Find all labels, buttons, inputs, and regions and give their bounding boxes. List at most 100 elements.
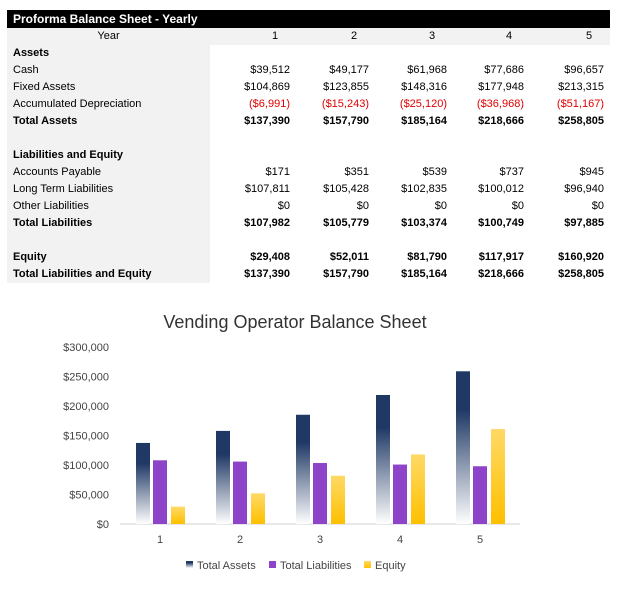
table-title: Proforma Balance Sheet - Yearly bbox=[7, 10, 610, 28]
row-label: Liabilities and Equity bbox=[13, 149, 124, 161]
row-label: Cash bbox=[13, 64, 39, 76]
year-header: 2 bbox=[350, 30, 358, 42]
bar-equity bbox=[411, 454, 425, 524]
row-label: Accumulated Depreciation bbox=[13, 98, 142, 110]
bar-total-liabilities bbox=[153, 460, 167, 524]
row-label: Assets bbox=[13, 47, 50, 59]
cell-value: $97,885 bbox=[564, 217, 604, 229]
table-row: Accumulated Depreciation ($6,991) ($15,243… bbox=[7, 96, 610, 113]
y-tick-label: $150,000 bbox=[63, 431, 109, 443]
bar-total-liabilities bbox=[233, 461, 247, 524]
cell-value: $177,948 bbox=[478, 81, 524, 93]
year-label: Year bbox=[97, 30, 120, 42]
year-header-row: Year 1 2 3 4 5 bbox=[7, 28, 610, 45]
bar-total-assets bbox=[216, 430, 230, 524]
table-row: Total Liabilities $107,982 $105,779 $103,37… bbox=[7, 215, 610, 232]
bar-total-assets bbox=[136, 442, 150, 524]
row-label: Equity bbox=[13, 251, 47, 263]
row-label: Fixed Assets bbox=[13, 81, 76, 93]
cell-value: $218,666 bbox=[478, 115, 524, 127]
cell-value: $737 bbox=[499, 166, 524, 178]
y-tick-label: $0 bbox=[97, 519, 109, 531]
table-row: Total Liabilities and Equity $137,390 $157… bbox=[7, 266, 610, 283]
cell-value: $107,811 bbox=[244, 183, 290, 195]
bar-equity bbox=[331, 475, 345, 524]
cell-value: $52,011 bbox=[329, 251, 369, 263]
cell-value: ($36,968) bbox=[476, 98, 524, 110]
cell-value: $0 bbox=[434, 200, 447, 212]
y-tick-label: $300,000 bbox=[63, 342, 109, 354]
row-label: Other Liabilities bbox=[13, 200, 89, 212]
year-header: 4 bbox=[505, 30, 513, 42]
cell-value: $61,968 bbox=[407, 64, 447, 76]
cell-value: $49,177 bbox=[329, 64, 369, 76]
cell-value: $104,869 bbox=[244, 81, 290, 93]
cell-value: $148,316 bbox=[401, 81, 447, 93]
bar-total-assets bbox=[376, 394, 390, 524]
row-label: Total Liabilities and Equity bbox=[13, 268, 152, 280]
x-tick-label: 3 bbox=[317, 534, 323, 546]
table-row: Long Term Liabilities $107,811 $105,428 $10… bbox=[7, 181, 610, 198]
cell-value: $117,917 bbox=[478, 251, 524, 263]
cell-value: $157,790 bbox=[323, 115, 369, 127]
row-label: Long Term Liabilities bbox=[13, 183, 114, 195]
bar-equity bbox=[491, 429, 505, 524]
cell-value: $77,686 bbox=[484, 64, 524, 76]
legend-swatch-0 bbox=[186, 561, 193, 568]
chart-title: Vending Operator Balance Sheet bbox=[163, 312, 426, 332]
cell-value: $96,657 bbox=[564, 64, 604, 76]
cell-value: $171 bbox=[265, 166, 290, 178]
cell-value: $185,164 bbox=[401, 268, 447, 280]
table-row bbox=[7, 232, 610, 249]
y-tick-label: $200,000 bbox=[63, 401, 109, 413]
x-tick-label: 2 bbox=[237, 534, 243, 546]
bar-total-assets bbox=[456, 371, 470, 524]
cell-value: $0 bbox=[356, 200, 369, 212]
cell-value: $945 bbox=[579, 166, 604, 178]
bar-total-liabilities bbox=[313, 463, 327, 524]
cell-value: $157,790 bbox=[323, 268, 369, 280]
cell-value: $137,390 bbox=[244, 115, 290, 127]
cell-value: $102,835 bbox=[401, 183, 447, 195]
balance-sheet-chart: Vending Operator Balance Sheet $0 $50,000… bbox=[63, 312, 520, 572]
table-row: Fixed Assets $104,869 $123,855 $148,316 $177… bbox=[7, 79, 610, 96]
row-label: Total Assets bbox=[13, 115, 78, 127]
row-label: Accounts Payable bbox=[13, 166, 102, 178]
x-tick-label: 4 bbox=[397, 534, 403, 546]
cell-value: ($51,167) bbox=[556, 98, 604, 110]
cell-value: $213,315 bbox=[558, 81, 604, 93]
cell-value: $351 bbox=[344, 166, 369, 178]
cell-value: $81,790 bbox=[407, 251, 447, 263]
cell-value: $137,390 bbox=[244, 268, 290, 280]
bar-equity bbox=[171, 506, 185, 524]
legend-label: Total Assets bbox=[197, 560, 256, 572]
cell-value: $29,408 bbox=[250, 251, 290, 263]
cell-value: $160,920 bbox=[558, 251, 604, 263]
label-column-background bbox=[7, 28, 210, 283]
table-row: Equity $29,408 $52,011 $81,790 $117,917 $160,… bbox=[7, 249, 610, 266]
table-row: Liabilities and Equity bbox=[7, 147, 610, 164]
bar-total-liabilities bbox=[393, 464, 407, 524]
cell-value: $96,940 bbox=[564, 183, 604, 195]
table-row: Total Assets $137,390 $157,790 $185,164 $218… bbox=[7, 113, 610, 130]
cell-value: $107,982 bbox=[244, 217, 290, 229]
bar-total-assets bbox=[296, 414, 310, 524]
year-header: 1 bbox=[271, 30, 279, 42]
y-tick-label: $250,000 bbox=[63, 372, 109, 384]
cell-value: $0 bbox=[591, 200, 604, 212]
cell-value: $539 bbox=[422, 166, 447, 178]
table-row bbox=[7, 130, 610, 147]
cell-value: $39,512 bbox=[250, 64, 290, 76]
bar-total-liabilities bbox=[473, 466, 487, 524]
cell-value: $218,666 bbox=[478, 268, 524, 280]
balance-sheet-table: Proforma Balance Sheet - Yearly Year 1 2 3 4… bbox=[7, 10, 610, 283]
cell-value: ($25,120) bbox=[399, 98, 447, 110]
y-tick-label: $50,000 bbox=[69, 490, 109, 502]
table-row: Accounts Payable $171 $351 $539 $737 $945 bbox=[7, 164, 610, 181]
cell-value: $258,805 bbox=[558, 268, 604, 280]
table-row: Other Liabilities $0 $0 $0 $0 $0 bbox=[7, 198, 610, 215]
table-row: Cash $39,512 $49,177 $61,968 $77,686 $96,657 bbox=[7, 62, 610, 79]
bar-equity bbox=[251, 493, 265, 524]
legend-label: Total Liabilities bbox=[280, 560, 352, 572]
year-header: 3 bbox=[428, 30, 436, 42]
